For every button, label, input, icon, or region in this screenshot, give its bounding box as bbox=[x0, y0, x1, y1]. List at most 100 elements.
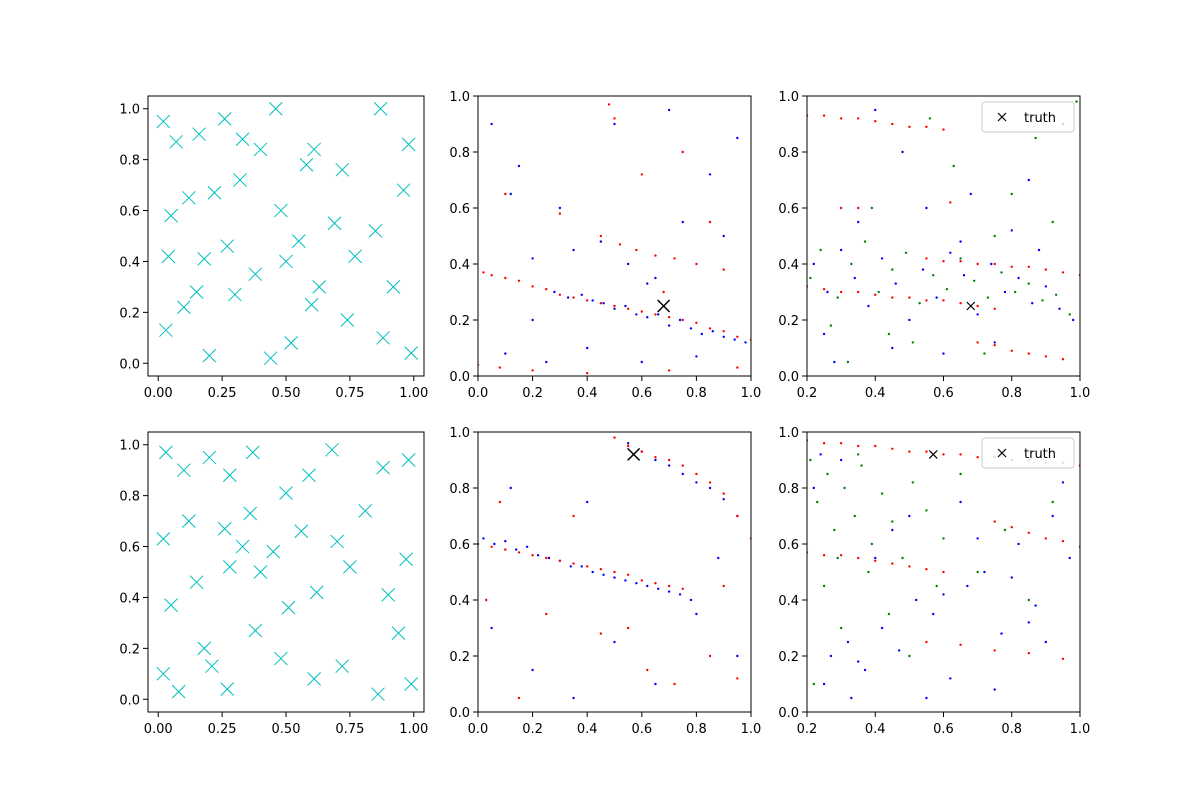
x-marker bbox=[657, 299, 671, 313]
point bbox=[545, 288, 548, 291]
point bbox=[1017, 542, 1020, 546]
x-marker bbox=[327, 216, 342, 231]
point bbox=[736, 514, 739, 518]
point bbox=[809, 458, 812, 462]
point bbox=[925, 696, 928, 700]
x-marker bbox=[396, 183, 411, 198]
y-tick-label: 0.8 bbox=[778, 482, 799, 497]
point bbox=[891, 562, 894, 565]
point bbox=[850, 696, 853, 700]
point bbox=[1044, 640, 1048, 644]
point bbox=[860, 464, 863, 467]
point bbox=[942, 260, 945, 263]
x-marker bbox=[159, 323, 173, 338]
point bbox=[976, 456, 979, 459]
point bbox=[504, 548, 507, 551]
point bbox=[969, 192, 972, 196]
point bbox=[599, 302, 603, 305]
point bbox=[580, 293, 583, 296]
x-marker bbox=[189, 575, 204, 590]
point bbox=[942, 570, 945, 574]
x-marker bbox=[197, 252, 212, 266]
axes-frame bbox=[477, 431, 752, 713]
point bbox=[545, 612, 548, 616]
point bbox=[819, 248, 822, 252]
point bbox=[1010, 192, 1013, 196]
point bbox=[993, 262, 996, 266]
point bbox=[1044, 268, 1048, 271]
subplot: 0.00 0.25 0.50 0.75 1.00 0.0 0.2 0.4 0.6 0.8 1.0 bbox=[119, 431, 428, 737]
point bbox=[613, 576, 616, 579]
x-marker bbox=[291, 234, 306, 248]
x-marker bbox=[182, 514, 196, 528]
point bbox=[990, 262, 993, 266]
x-tick-label: 0.25 bbox=[208, 722, 237, 737]
x-marker bbox=[207, 185, 222, 200]
point bbox=[976, 313, 979, 316]
point bbox=[993, 649, 996, 652]
plot-area bbox=[478, 436, 751, 700]
point bbox=[591, 299, 594, 302]
point bbox=[681, 220, 684, 224]
point bbox=[689, 327, 693, 330]
x-marker bbox=[312, 280, 327, 294]
point bbox=[836, 556, 839, 560]
y-tick-label: 0.2 bbox=[778, 650, 799, 665]
point bbox=[482, 271, 485, 274]
point bbox=[484, 598, 488, 602]
x-marker bbox=[399, 552, 413, 567]
y-tick-label: 0.6 bbox=[778, 202, 799, 217]
point bbox=[553, 290, 556, 294]
point bbox=[870, 206, 874, 210]
x-marker bbox=[169, 134, 183, 149]
point bbox=[736, 654, 739, 658]
point bbox=[822, 114, 826, 117]
x-marker bbox=[294, 524, 309, 539]
point bbox=[983, 570, 986, 574]
point bbox=[517, 551, 521, 554]
point bbox=[976, 262, 979, 266]
point bbox=[531, 668, 534, 672]
x-tick-label: 1.0 bbox=[741, 722, 762, 737]
point bbox=[736, 366, 739, 369]
point bbox=[504, 276, 507, 280]
point bbox=[667, 464, 671, 467]
point bbox=[626, 573, 630, 576]
point bbox=[891, 520, 894, 523]
x-marker bbox=[245, 445, 260, 460]
point bbox=[1013, 290, 1017, 294]
y-tick-label: 0.0 bbox=[778, 370, 799, 385]
point bbox=[572, 248, 575, 252]
point bbox=[1031, 302, 1034, 305]
point bbox=[891, 122, 894, 126]
point bbox=[853, 514, 856, 518]
point bbox=[839, 248, 843, 252]
point bbox=[695, 612, 698, 616]
x-marker bbox=[348, 249, 362, 264]
x-marker bbox=[176, 300, 191, 315]
x-marker bbox=[189, 285, 204, 299]
point bbox=[856, 206, 860, 210]
point bbox=[646, 584, 649, 588]
point bbox=[681, 587, 684, 590]
point bbox=[976, 570, 979, 574]
point bbox=[572, 514, 575, 518]
y-tick-label: 0.4 bbox=[449, 258, 470, 273]
point bbox=[722, 330, 725, 333]
y-tick-label: 0.4 bbox=[778, 594, 799, 609]
point bbox=[833, 528, 836, 532]
point bbox=[870, 542, 874, 546]
point bbox=[816, 500, 819, 504]
point bbox=[547, 556, 551, 560]
x-marker bbox=[307, 142, 321, 157]
point bbox=[646, 282, 649, 285]
x-marker bbox=[966, 301, 976, 311]
x-tick-label: 0.8 bbox=[1001, 722, 1022, 737]
point bbox=[959, 240, 962, 243]
point bbox=[863, 240, 867, 243]
y-tick-label: 0.2 bbox=[119, 306, 140, 321]
point bbox=[993, 344, 996, 347]
y-tick-label: 0.0 bbox=[449, 706, 470, 721]
point bbox=[1027, 652, 1031, 655]
x-marker bbox=[253, 565, 268, 579]
